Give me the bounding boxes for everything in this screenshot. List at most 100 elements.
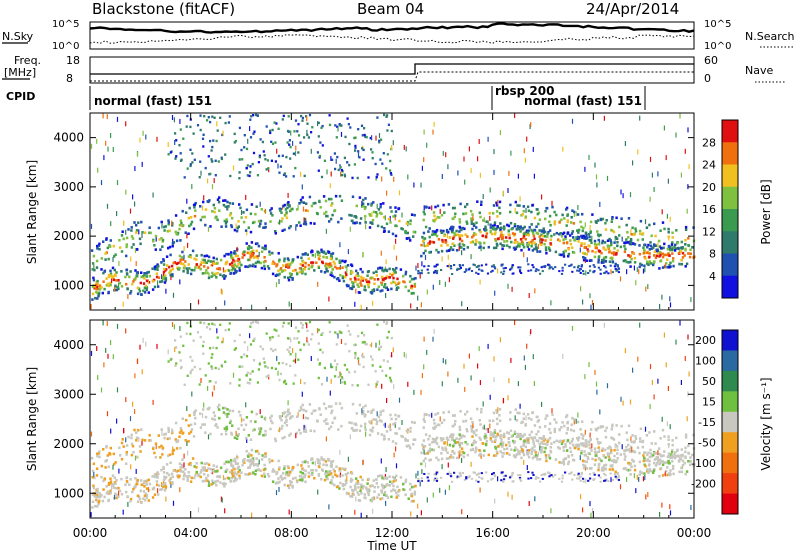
velocity-cell — [499, 337, 501, 343]
velocity-cell — [684, 436, 688, 439]
velocity-cell — [93, 476, 96, 480]
velocity-cell — [393, 489, 397, 492]
velocity-cell — [127, 501, 129, 507]
velocity-cell — [386, 321, 389, 324]
velocity-cell — [615, 424, 618, 427]
power-cell — [466, 203, 469, 206]
power-cell — [542, 227, 545, 230]
velocity-cell — [661, 463, 665, 467]
velocity-cell — [376, 380, 379, 383]
velocity-cell — [338, 487, 341, 490]
power-cell — [440, 231, 443, 234]
velocity-cell — [185, 418, 188, 422]
power-cell — [377, 267, 380, 270]
velocity-cell — [486, 480, 490, 483]
velocity-cell — [575, 443, 578, 447]
power-cell — [362, 202, 365, 205]
velocity-cell — [555, 421, 558, 424]
power-cell — [98, 284, 102, 287]
velocity-cell — [637, 356, 639, 362]
velocity-cell — [424, 457, 427, 460]
power-cell — [354, 144, 357, 148]
power-cell — [586, 248, 589, 251]
velocity-cell — [519, 433, 522, 437]
velocity-cell — [608, 445, 611, 448]
power-cell — [270, 140, 273, 143]
velocity-cell — [288, 350, 291, 353]
velocity-cell — [161, 446, 165, 450]
power-cell — [517, 227, 520, 231]
velocity-cell — [375, 422, 378, 426]
power-cell — [471, 227, 474, 231]
power-cell — [392, 215, 395, 218]
power-cell — [424, 249, 427, 253]
cpid-segment-1: normal (fast) 151 — [94, 94, 212, 108]
power-cell — [627, 261, 630, 264]
power-cell — [491, 265, 494, 268]
power-cell — [355, 288, 357, 294]
beam-label: Beam 04 — [357, 0, 424, 18]
velocity-cell — [489, 438, 492, 442]
velocity-cell — [187, 424, 190, 427]
velocity-cell — [272, 468, 275, 471]
velocity-cell — [189, 423, 193, 427]
power-cell — [604, 266, 607, 269]
velocity-cell — [171, 322, 174, 327]
power-cell — [481, 269, 484, 272]
power-cell — [527, 269, 530, 272]
power-cell — [224, 262, 227, 266]
velocity-cell — [285, 471, 289, 474]
power-cell — [627, 236, 630, 239]
velocity-cell — [691, 453, 694, 457]
velocity-cell — [447, 410, 451, 414]
velocity-cell — [649, 364, 652, 370]
power-cell — [135, 248, 139, 251]
power-cell — [404, 285, 407, 289]
velocity-cell — [597, 457, 601, 460]
power-cell — [164, 269, 167, 272]
power-cell — [249, 118, 252, 121]
velocity-cell — [117, 495, 120, 499]
power-cell — [579, 247, 581, 253]
power-cell — [526, 136, 528, 142]
power-cell — [386, 153, 389, 156]
power-cell — [331, 213, 334, 217]
power-cell — [447, 203, 451, 206]
velocity-cell — [185, 332, 188, 335]
power-cell — [584, 222, 586, 228]
velocity-cell — [216, 405, 220, 409]
velocity-cell — [549, 431, 552, 435]
velocity-cell — [282, 412, 285, 416]
power-cell — [328, 220, 331, 223]
velocity-cell — [335, 366, 337, 371]
velocity-cell — [245, 374, 248, 377]
velocity-cell — [168, 453, 172, 457]
power-cell — [219, 273, 222, 277]
power-cell — [443, 234, 446, 238]
power-cell — [295, 224, 298, 227]
velocity-cell — [614, 470, 617, 474]
power-cell — [593, 239, 597, 243]
velocity-cell — [189, 463, 193, 467]
power-cell — [232, 251, 236, 255]
power-cell — [330, 252, 333, 256]
power-cell — [518, 269, 522, 272]
velocity-cell — [589, 501, 591, 507]
power-cell — [581, 212, 584, 216]
velocity-cell — [393, 477, 397, 481]
velocity-cell — [327, 473, 330, 477]
velocity-cell — [572, 443, 575, 447]
velocity-cell — [648, 467, 652, 471]
power-cell — [361, 200, 363, 206]
velocity-cell — [401, 420, 403, 425]
velocity-cell — [566, 426, 569, 430]
velocity-cell — [353, 343, 356, 347]
power-cell — [282, 205, 285, 208]
power-cell — [120, 250, 124, 253]
power-cell — [315, 261, 318, 264]
power-cell — [106, 203, 109, 209]
velocity-cell — [314, 409, 317, 412]
power-cell — [331, 252, 335, 255]
velocity-cell — [510, 448, 513, 451]
power-cell — [354, 149, 357, 152]
